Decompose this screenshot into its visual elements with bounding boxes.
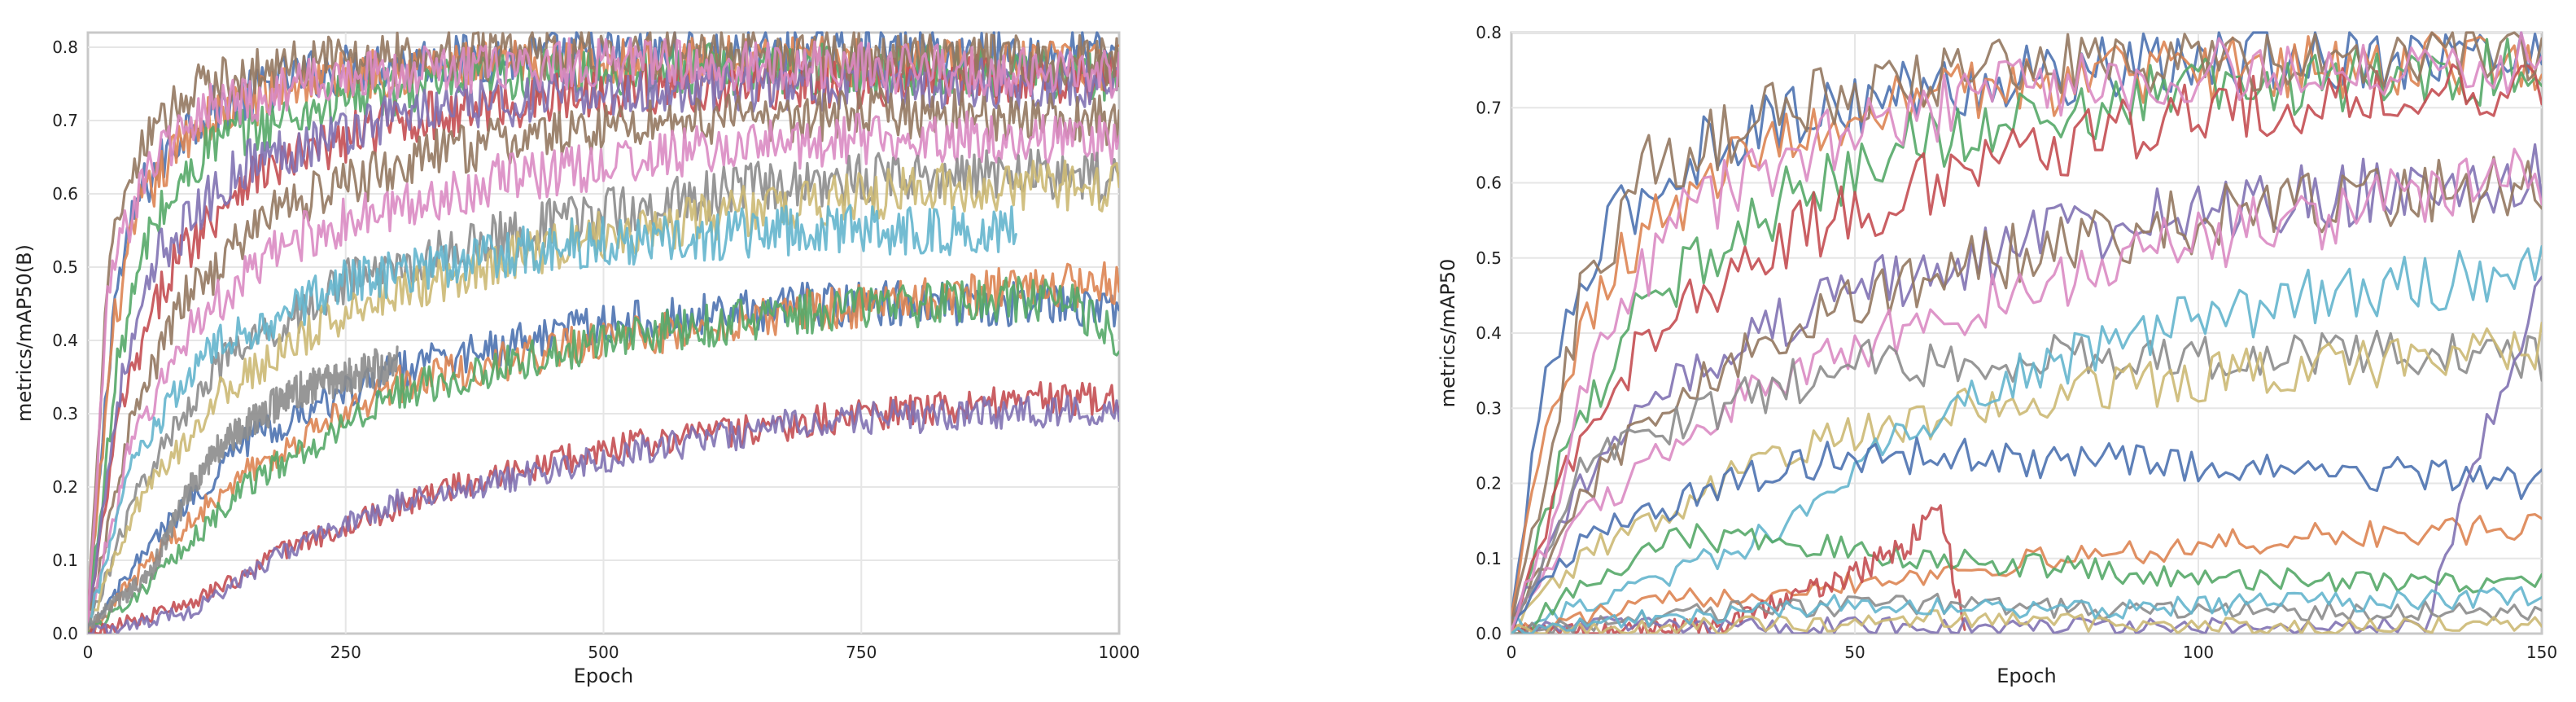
y-axis-label: metrics/mAP50(B) — [13, 244, 36, 422]
series-line-10 — [1511, 245, 2542, 632]
series-line-20 — [1511, 586, 2542, 634]
chart-panel-1: 0 250 500 750 1000 0.0 0.1 0.2 0.3 0.4 0.5 0.6 0.7 0.… — [13, 31, 1140, 687]
x-tick-label: 150 — [2526, 643, 2557, 662]
series-line-8 — [1511, 329, 2542, 621]
chart-panel-2: 0 50 100 150 0.0 0.1 0.2 0.3 0.4 0.5 0.6 0.7 0.8 Epoc… — [1437, 23, 2557, 687]
x-tick-label: 500 — [588, 643, 619, 662]
y-tick-label: 0.6 — [1476, 173, 1502, 193]
x-tick-label: 250 — [330, 643, 361, 662]
y-tick-label: 0.4 — [1476, 323, 1502, 343]
series-line-12 — [1511, 513, 2542, 634]
series-line-7 — [1511, 147, 2542, 621]
y-tick-label: 0.5 — [1476, 248, 1502, 268]
series-line-5 — [1511, 143, 2542, 623]
series-line-13 — [1511, 523, 2542, 634]
x-tick-label: 50 — [1844, 643, 1865, 662]
series-line-15 — [88, 394, 1119, 634]
y-tick-label: 0.8 — [52, 37, 78, 57]
y-tick-label: 0.6 — [52, 184, 78, 204]
series-line-3 — [88, 42, 1119, 618]
y-tick-label: 0.2 — [52, 477, 78, 497]
x-tick-label: 0 — [83, 643, 94, 662]
series-line-5 — [88, 57, 1119, 616]
x-tick-label: 100 — [2183, 643, 2214, 662]
series-line-17 — [88, 37, 1119, 625]
series-line-14 — [88, 380, 1119, 634]
series-line-11 — [1511, 437, 2542, 634]
x-tick-label: 1000 — [1099, 643, 1140, 662]
x-tick-label: 0 — [1507, 643, 1517, 662]
series-line-14 — [1511, 504, 1966, 634]
series-line-10 — [88, 204, 1017, 625]
y-tick-label: 0.0 — [1476, 624, 1502, 643]
y-tick-label: 0.7 — [1476, 98, 1502, 117]
y-tick-label: 0.0 — [52, 624, 78, 643]
series-line-6 — [1511, 156, 2542, 622]
series-line-19 — [1511, 609, 2542, 634]
y-tick-label: 0.5 — [52, 257, 78, 277]
series-line-4 — [1511, 63, 2542, 624]
series-line-17 — [1511, 31, 2542, 633]
x-axis-label: Epoch — [1997, 665, 2057, 687]
series-group — [1511, 31, 2542, 634]
series-line-18 — [88, 345, 399, 631]
series-line-7 — [88, 110, 1119, 623]
x-axis-label: Epoch — [574, 665, 634, 687]
series-line-9 — [88, 160, 1119, 624]
y-tick-label: 0.7 — [52, 111, 78, 130]
y-tick-label: 0.4 — [52, 331, 78, 350]
y-tick-label: 0.3 — [1476, 398, 1502, 418]
y-tick-label: 0.3 — [52, 404, 78, 423]
series-group — [88, 31, 1119, 634]
series-line-16 — [1511, 31, 2542, 626]
y-tick-label: 0.1 — [1476, 549, 1502, 568]
x-tick-label: 750 — [846, 643, 877, 662]
y-tick-label: 0.2 — [1476, 474, 1502, 494]
y-axis-label: metrics/mAP50 — [1437, 259, 1459, 408]
y-tick-label: 0.1 — [52, 551, 78, 570]
series-line-9 — [1511, 322, 2542, 630]
y-tick-label: 0.8 — [1476, 23, 1502, 42]
series-line-13 — [88, 275, 1119, 634]
